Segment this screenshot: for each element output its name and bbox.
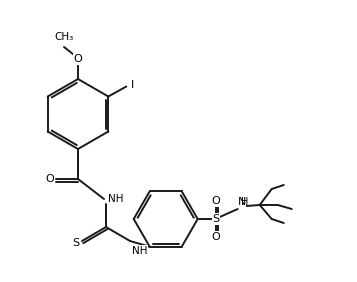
Text: NH: NH: [108, 194, 124, 204]
Text: I: I: [131, 80, 135, 89]
Text: NH: NH: [132, 246, 147, 256]
Text: O: O: [46, 174, 54, 184]
Text: O: O: [211, 232, 220, 242]
Text: CH₃: CH₃: [54, 32, 74, 42]
Text: S: S: [212, 214, 219, 224]
Text: N: N: [238, 197, 246, 207]
Text: O: O: [211, 196, 220, 206]
Text: H: H: [241, 197, 248, 207]
Text: S: S: [72, 238, 80, 248]
Text: O: O: [74, 54, 82, 64]
